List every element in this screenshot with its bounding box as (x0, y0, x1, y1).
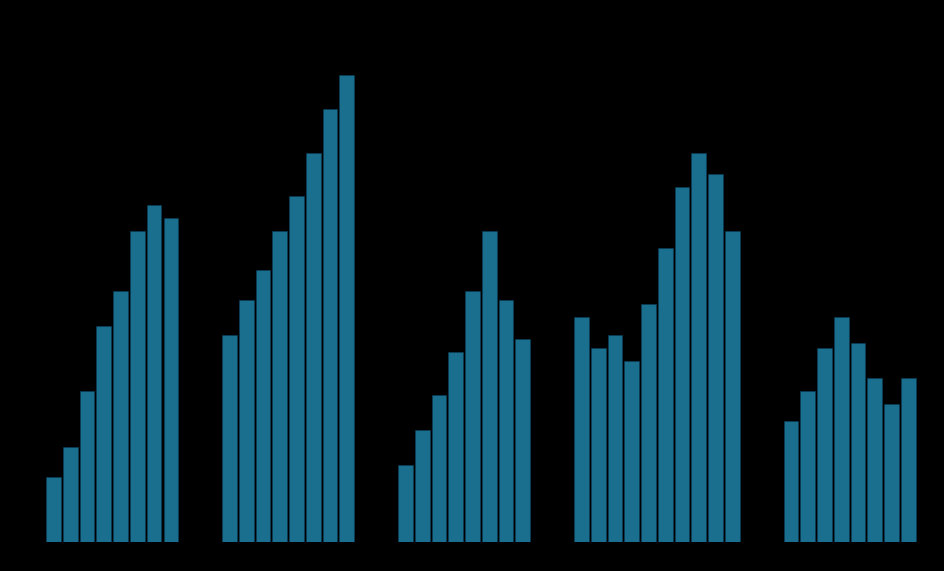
Bar (674, 187, 689, 542)
Bar (289, 196, 304, 542)
Bar (624, 361, 638, 542)
Bar (691, 153, 705, 542)
Bar (850, 343, 865, 542)
Bar (481, 231, 497, 542)
Bar (833, 317, 848, 542)
Bar (448, 352, 463, 542)
Bar (783, 421, 798, 542)
Bar (657, 248, 672, 542)
Bar (867, 378, 882, 542)
Bar (339, 75, 354, 542)
Bar (464, 291, 480, 542)
Bar (256, 270, 270, 542)
Bar (63, 447, 77, 542)
Bar (590, 348, 605, 542)
Bar (272, 231, 287, 542)
Bar (574, 317, 588, 542)
Bar (96, 326, 111, 542)
Bar (146, 205, 161, 542)
Bar (130, 231, 144, 542)
Bar (414, 430, 430, 542)
Bar (884, 404, 898, 542)
Bar (707, 174, 722, 542)
Bar (607, 335, 622, 542)
Bar (431, 395, 446, 542)
Bar (498, 300, 513, 542)
Bar (239, 300, 253, 542)
Bar (46, 477, 60, 542)
Bar (900, 378, 915, 542)
Bar (514, 339, 530, 542)
Bar (817, 348, 831, 542)
Bar (79, 391, 94, 542)
Bar (397, 465, 413, 542)
Bar (323, 110, 337, 542)
Bar (113, 291, 127, 542)
Bar (724, 231, 739, 542)
Bar (222, 335, 237, 542)
Bar (163, 218, 178, 542)
Bar (306, 153, 320, 542)
Bar (640, 304, 655, 542)
Bar (800, 391, 815, 542)
